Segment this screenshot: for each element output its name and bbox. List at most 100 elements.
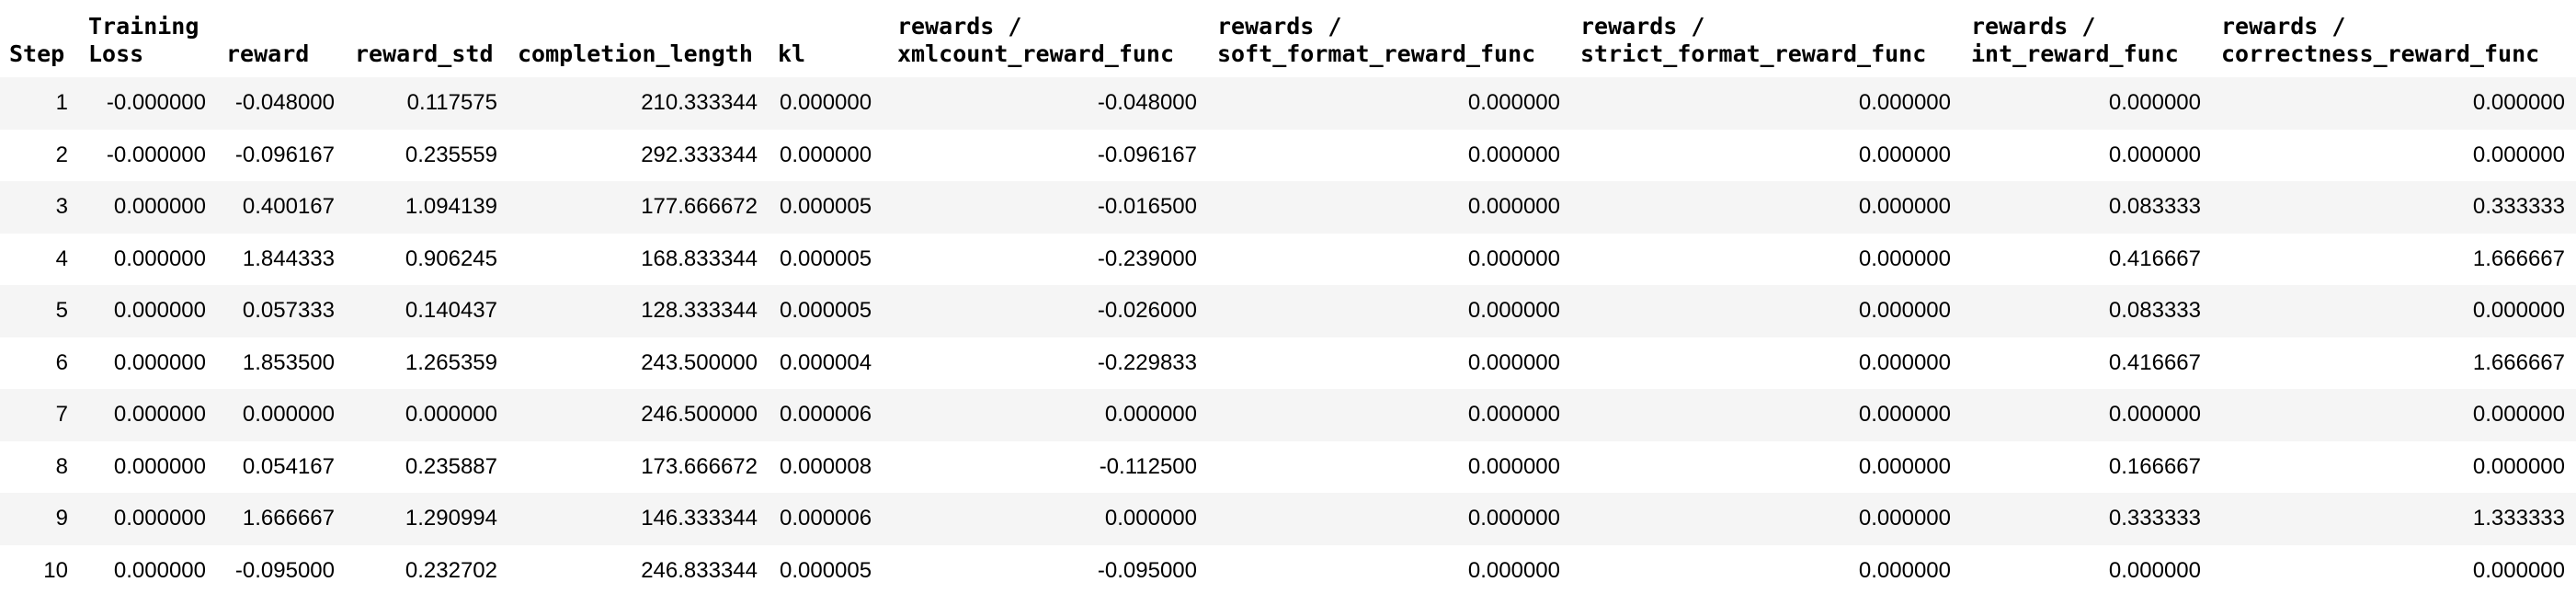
table-cell: 10	[43, 557, 68, 583]
table-cell: -0.239000	[1097, 245, 1197, 271]
table-cell: 0.906245	[405, 245, 497, 271]
table-cell: 146.333344	[641, 506, 758, 531]
table-cell: 0.000000	[1467, 194, 1560, 220]
table-cell: 0.000000	[1467, 402, 1560, 428]
table-cell: 0.000000	[2108, 142, 2201, 167]
table-cell: 4	[55, 245, 68, 271]
table-row: 6 0.000000 1.853500 1.265359 243.500000 0.000…	[0, 337, 2576, 389]
table-cell: 0.000000	[113, 402, 206, 428]
table-cell: 7	[55, 402, 68, 428]
table-cell: 0.000000	[113, 298, 206, 324]
table-cell: 0.000000	[2108, 402, 2201, 428]
table-cell: 1.666667	[2472, 245, 2565, 271]
column-header: reward_std	[355, 40, 494, 67]
table-cell: -0.048000	[234, 90, 335, 116]
table-cell: 0.000000	[2472, 402, 2565, 428]
table-cell: 177.666672	[641, 194, 758, 220]
table-cell: 0.416667	[2108, 349, 2201, 375]
table-cell: 0.083333	[2108, 194, 2201, 220]
table-cell: 0.000006	[780, 402, 872, 428]
table-cell: 0.000000	[1858, 194, 1951, 220]
column-header: rewards / strict_format_reward_func	[1580, 13, 1927, 67]
table-cell: 0.000000	[1858, 142, 1951, 167]
table-cell: 1.844333	[242, 245, 335, 271]
table-cell: 8	[55, 453, 68, 479]
table-row: 3 0.000000 0.400167 1.094139 177.666672 0.000…	[0, 181, 2576, 234]
column-header: rewards / correctness_reward_func	[2221, 13, 2540, 67]
table-cell: 0.000000	[1858, 453, 1951, 479]
table-cell: 210.333344	[641, 90, 758, 116]
table-cell: 0.000000	[113, 349, 206, 375]
table-cell: 246.500000	[641, 402, 758, 428]
table-cell: 0.000005	[780, 298, 872, 324]
table-body: 1 -0.000000 -0.048000 0.117575 210.333344 0.0…	[0, 77, 2576, 597]
table-cell: 1.853500	[242, 349, 335, 375]
table-cell: 0.000000	[1858, 90, 1951, 116]
table-cell: 1.666667	[2472, 349, 2565, 375]
table-cell: 0.232702	[405, 557, 497, 583]
table-cell: 0.000000	[242, 402, 335, 428]
table-cell: 0.000000	[1858, 349, 1951, 375]
table-cell: -0.095000	[234, 557, 335, 583]
table-cell: 0.000000	[2472, 453, 2565, 479]
table-cell: 0.416667	[2108, 245, 2201, 271]
table-cell: 0.235559	[405, 142, 497, 167]
table-cell: 292.333344	[641, 142, 758, 167]
table-cell: 1.333333	[2472, 506, 2565, 531]
column-header: completion_length	[518, 40, 753, 67]
table-cell: -0.000000	[106, 90, 206, 116]
table-cell: 0.000000	[2108, 557, 2201, 583]
table-cell: 0.000000	[2472, 557, 2565, 583]
table-cell: 5	[55, 298, 68, 324]
column-header: Training Loss	[88, 13, 199, 67]
table-cell: 0.000000	[1858, 557, 1951, 583]
table-cell: 0.054167	[242, 453, 335, 479]
table-cell: 0.083333	[2108, 298, 2201, 324]
table-cell: 0.000000	[1858, 506, 1951, 531]
table-cell: 0.000000	[113, 194, 206, 220]
table-cell: -0.112500	[1099, 453, 1197, 479]
table-cell: 3	[55, 194, 68, 220]
table-cell: -0.229833	[1097, 349, 1197, 375]
table-row: 1 -0.000000 -0.048000 0.117575 210.333344 0.0…	[0, 77, 2576, 130]
table-cell: 0.000000	[1467, 90, 1560, 116]
table-cell: 0.333333	[2108, 506, 2201, 531]
table-cell: 0.000000	[113, 453, 206, 479]
table-cell: -0.048000	[1097, 90, 1197, 116]
table-cell: 1.265359	[405, 349, 497, 375]
table-cell: -0.095000	[1097, 557, 1197, 583]
table-cell: 0.166667	[2108, 453, 2201, 479]
column-header: rewards / int_reward_func	[1971, 13, 2179, 67]
table-cell: -0.026000	[1097, 298, 1197, 324]
table-cell: -0.096167	[234, 142, 335, 167]
table-cell: 0.000005	[780, 194, 872, 220]
table-cell: 0.000000	[780, 142, 872, 167]
table-cell: 0.000000	[1858, 402, 1951, 428]
header-row: Step Training Loss reward reward_std complet…	[0, 0, 2576, 77]
table-cell: -0.096167	[1097, 142, 1197, 167]
table-cell: 0.000000	[2108, 90, 2201, 116]
table-cell: 0.400167	[242, 194, 335, 220]
table-cell: 173.666672	[641, 453, 758, 479]
table-cell: 0.000000	[2472, 142, 2565, 167]
table-cell: 0.000000	[1104, 506, 1197, 531]
table-cell: 0.117575	[406, 90, 497, 116]
table-cell: 0.057333	[242, 298, 335, 324]
table-cell: 0.000000	[780, 90, 872, 116]
table-cell: 0.000000	[1467, 298, 1560, 324]
table-row: 7 0.000000 0.000000 0.000000 246.500000 0.000…	[0, 389, 2576, 441]
table-cell: 0.000000	[113, 245, 206, 271]
table-cell: 168.833344	[641, 245, 758, 271]
table-cell: -0.016500	[1097, 194, 1197, 220]
column-header: rewards / soft_format_reward_func	[1217, 13, 1536, 67]
table-cell: 0.000006	[780, 506, 872, 531]
table-cell: 0.000000	[405, 402, 497, 428]
table-cell: 243.500000	[641, 349, 758, 375]
table-cell: 0.000000	[1104, 402, 1197, 428]
table-cell: 0.000000	[1858, 245, 1951, 271]
column-header: reward	[226, 40, 310, 67]
table-cell: 0.000000	[1467, 453, 1560, 479]
table-cell: 0.000000	[113, 506, 206, 531]
table-row: 10 0.000000 -0.095000 0.232702 246.833344 0.0…	[0, 544, 2576, 597]
